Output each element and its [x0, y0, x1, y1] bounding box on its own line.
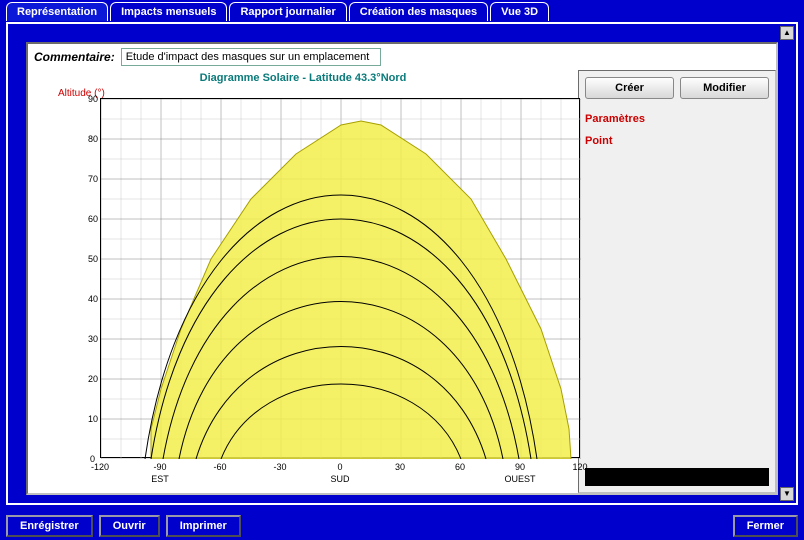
- print-button[interactable]: Imprimer: [166, 515, 241, 537]
- commentaire-label: Commentaire:: [34, 50, 115, 64]
- xtick: 90: [515, 462, 525, 472]
- solar-diagram: [100, 98, 580, 458]
- ytick: 10: [88, 414, 98, 424]
- scroll-down-icon[interactable]: ▼: [780, 487, 794, 501]
- tab-representation[interactable]: Représentation: [6, 2, 108, 21]
- ytick: 70: [88, 174, 98, 184]
- app-window: Représentation Impacts mensuels Rapport …: [0, 0, 804, 540]
- xtick: -60: [213, 462, 226, 472]
- side-panel: Créer Modifier Paramètres Point: [578, 70, 776, 493]
- ytick: 50: [88, 254, 98, 264]
- ytick: 20: [88, 374, 98, 384]
- commentaire-input[interactable]: [121, 48, 381, 66]
- chart-zone: Diagramme Solaire - Latitude 43.3°Nord A…: [28, 70, 578, 493]
- xtick: -120: [91, 462, 109, 472]
- ytick: 90: [88, 94, 98, 104]
- content-split: Diagramme Solaire - Latitude 43.3°Nord A…: [28, 70, 776, 493]
- xtick: 120: [572, 462, 587, 472]
- main-panel: ▲ ▼ Commentaire: Diagramme Solaire - Lat…: [6, 22, 798, 505]
- xtick: 0: [337, 462, 342, 472]
- point-title: Point: [585, 135, 769, 147]
- xlabel-sud: SUD: [330, 474, 349, 484]
- xtick: -90: [153, 462, 166, 472]
- ytick: 60: [88, 214, 98, 224]
- xtick: -30: [273, 462, 286, 472]
- open-button[interactable]: Ouvrir: [99, 515, 160, 537]
- xlabel-est: EST: [151, 474, 169, 484]
- commentaire-row: Commentaire:: [28, 44, 776, 70]
- inner-card: Commentaire: Diagramme Solaire - Latitud…: [26, 42, 778, 495]
- xlabel-ouest: OUEST: [504, 474, 535, 484]
- create-button[interactable]: Créer: [585, 77, 674, 99]
- solar-svg: [101, 99, 581, 459]
- tab-rapport[interactable]: Rapport journalier: [229, 2, 346, 21]
- xtick: 30: [395, 462, 405, 472]
- ytick: 40: [88, 294, 98, 304]
- tab-3d[interactable]: Vue 3D: [490, 2, 549, 21]
- tab-impacts[interactable]: Impacts mensuels: [110, 2, 227, 21]
- modify-button[interactable]: Modifier: [680, 77, 769, 99]
- xtick: 60: [455, 462, 465, 472]
- chart-title: Diagramme Solaire - Latitude 43.3°Nord: [28, 70, 578, 86]
- scroll-up-icon[interactable]: ▲: [780, 26, 794, 40]
- save-button[interactable]: Enrégistrer: [6, 515, 93, 537]
- tab-bar: Représentation Impacts mensuels Rapport …: [6, 2, 551, 21]
- parametres-title: Paramètres: [585, 113, 769, 125]
- tab-masques[interactable]: Création des masques: [349, 2, 488, 21]
- close-button[interactable]: Fermer: [733, 515, 798, 537]
- ytick: 80: [88, 134, 98, 144]
- ytick: 30: [88, 334, 98, 344]
- status-bar: [585, 468, 769, 486]
- footer: Enrégistrer Ouvrir Imprimer Fermer: [6, 515, 798, 537]
